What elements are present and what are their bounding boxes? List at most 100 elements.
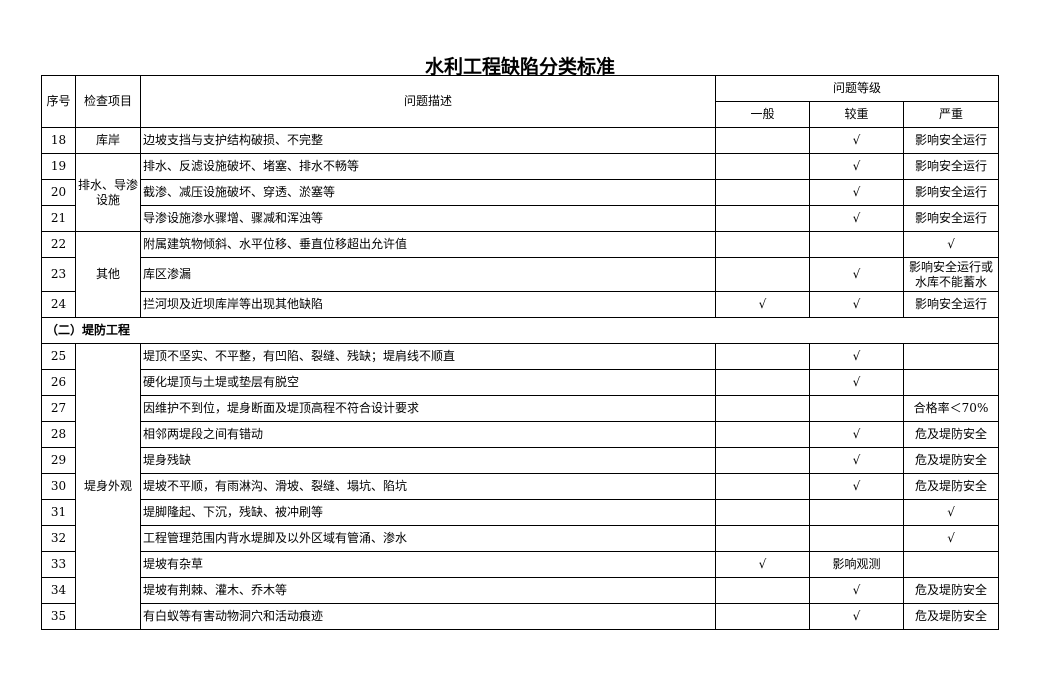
table-row: 35 有白蚁等有害动物洞穴和活动痕迹 √ 危及堤防安全 <box>41 603 1000 630</box>
row-number: 22 <box>41 231 76 258</box>
level-severe: 影响安全运行 <box>902 127 1000 154</box>
level-severe <box>902 551 1000 578</box>
level-moderate: √ <box>809 127 904 154</box>
level-moderate: √ <box>809 205 904 232</box>
problem-description: 堤脚隆起、下沉，残缺、被冲刷等 <box>140 499 716 526</box>
level-general <box>715 231 810 258</box>
level-severe: 危及堤防安全 <box>902 447 1000 474</box>
table-row: 30 堤坡不平顺，有雨淋沟、滑坡、裂缝、塌坑、陷坑 √ 危及堤防安全 <box>41 473 1000 500</box>
row-number: 21 <box>41 205 76 232</box>
level-general <box>715 369 810 396</box>
row-number: 25 <box>41 343 76 370</box>
level-general: √ <box>715 291 810 318</box>
table-row: 28 相邻两堤段之间有错动 √ 危及堤防安全 <box>41 421 1000 448</box>
problem-description: 堤身残缺 <box>140 447 716 474</box>
level-moderate: √ <box>809 473 904 500</box>
problem-description: 导渗设施渗水骤增、骤减和浑浊等 <box>140 205 716 232</box>
level-severe: 影响安全运行 <box>902 179 1000 206</box>
level-general <box>715 395 810 422</box>
level-moderate: √ <box>809 179 904 206</box>
header-desc: 问题描述 <box>140 75 716 128</box>
table-row: 20 截渗、减压设施破坏、穿透、淤塞等 √ 影响安全运行 <box>41 179 1000 206</box>
level-moderate: √ <box>809 153 904 180</box>
level-general <box>715 603 810 630</box>
level-general <box>715 499 810 526</box>
problem-description: 堤顶不坚实、不平整，有凹陷、裂缝、残缺；堤肩线不顺直 <box>140 343 716 370</box>
level-moderate: √ <box>809 343 904 370</box>
table-row: 27 因维护不到位，堤身断面及堤顶高程不符合设计要求 合格率＜70% <box>41 395 1000 422</box>
table-row: 31 堤脚隆起、下沉，残缺、被冲刷等 √ <box>41 499 1000 526</box>
level-moderate: √ <box>809 369 904 396</box>
row-number: 32 <box>41 525 76 552</box>
section-row: （二）堤防工程 <box>40 317 1000 344</box>
row-number: 28 <box>41 421 76 448</box>
level-severe: √ <box>902 231 1000 258</box>
table-row: 33 堤坡有杂草 √ 影响观测 <box>41 551 1000 578</box>
row-number: 18 <box>41 127 76 154</box>
table-row: 26 硬化堤顶与土堤或垫层有脱空 √ <box>41 369 1000 396</box>
problem-description: 堤坡有杂草 <box>140 551 716 578</box>
level-general <box>715 179 810 206</box>
check-item: 库岸 <box>75 127 141 154</box>
problem-description: 硬化堤顶与土堤或垫层有脱空 <box>140 369 716 396</box>
level-severe <box>902 369 1000 396</box>
problem-description: 工程管理范围内背水堤脚及以外区域有管涌、渗水 <box>140 525 716 552</box>
level-severe: √ <box>902 499 1000 526</box>
level-severe: 影响安全运行 <box>902 205 1000 232</box>
level-severe: 危及堤防安全 <box>902 577 1000 604</box>
check-item: 其他 <box>75 231 141 318</box>
defect-table: 序号 检查项目 问题描述 问题等级 一般 较重 严重 18 库岸 边坡支挡与支护结构… <box>40 75 1000 630</box>
row-number: 19 <box>41 153 76 180</box>
page-title: 水利工程缺陷分类标准 <box>424 56 615 78</box>
level-general <box>715 447 810 474</box>
level-general <box>715 421 810 448</box>
problem-description: 有白蚁等有害动物洞穴和活动痕迹 <box>140 603 716 630</box>
header-general: 一般 <box>715 101 810 128</box>
level-severe: √ <box>902 525 1000 552</box>
problem-description: 相邻两堤段之间有错动 <box>140 421 716 448</box>
check-item: 排水、导渗设施 <box>75 153 141 232</box>
problem-description: 截渗、减压设施破坏、穿透、淤塞等 <box>140 179 716 206</box>
problem-description: 因维护不到位，堤身断面及堤顶高程不符合设计要求 <box>140 395 716 422</box>
table-row: 25 堤身外观 堤顶不坚实、不平整，有凹陷、裂缝、残缺；堤肩线不顺直 √ <box>41 343 1000 630</box>
level-moderate <box>809 231 904 258</box>
problem-description: 拦河坝及近坝库岸等出现其他缺陷 <box>140 291 716 318</box>
check-item: 堤身外观 <box>75 343 141 630</box>
level-general <box>715 525 810 552</box>
problem-description: 边坡支挡与支护结构破损、不完整 <box>140 127 716 154</box>
level-general <box>715 153 810 180</box>
level-moderate: √ <box>809 291 904 318</box>
row-number: 31 <box>41 499 76 526</box>
row-number: 26 <box>41 369 76 396</box>
row-number: 33 <box>41 551 76 578</box>
level-moderate: 影响观测 <box>809 551 904 578</box>
level-moderate: √ <box>809 577 904 604</box>
table-row: 19 排水、导渗设施 排水、反滤设施破坏、堵塞、排水不畅等 √ 影响安全运行 <box>41 153 1000 232</box>
header-moderate: 较重 <box>809 101 904 128</box>
problem-description: 排水、反滤设施破坏、堵塞、排水不畅等 <box>140 153 716 180</box>
header-no: 序号 <box>41 75 76 128</box>
level-general <box>715 577 810 604</box>
table-row: 34 堤坡有荆棘、灌木、乔木等 √ 危及堤防安全 <box>41 577 1000 604</box>
header-level: 问题等级 <box>714 75 1000 102</box>
level-general <box>715 127 810 154</box>
level-moderate: √ <box>809 257 904 292</box>
row-number: 30 <box>41 473 76 500</box>
level-general <box>715 343 810 370</box>
level-severe: 合格率＜70% <box>902 395 1000 422</box>
row-number: 20 <box>41 179 76 206</box>
problem-description: 库区渗漏 <box>140 257 716 292</box>
row-number: 24 <box>41 291 76 318</box>
level-moderate: √ <box>809 603 904 630</box>
level-moderate <box>809 395 904 422</box>
row-number: 35 <box>41 603 76 630</box>
header-item: 检查项目 <box>75 75 141 128</box>
level-severe: 影响安全运行或水库不能蓄水 <box>902 257 1000 292</box>
level-general: √ <box>715 551 810 578</box>
row-number: 23 <box>41 257 76 292</box>
table-row: 32 工程管理范围内背水堤脚及以外区域有管涌、渗水 √ <box>41 525 1000 552</box>
row-number: 27 <box>41 395 76 422</box>
level-general <box>715 473 810 500</box>
level-moderate <box>809 525 904 552</box>
level-general <box>715 257 810 292</box>
